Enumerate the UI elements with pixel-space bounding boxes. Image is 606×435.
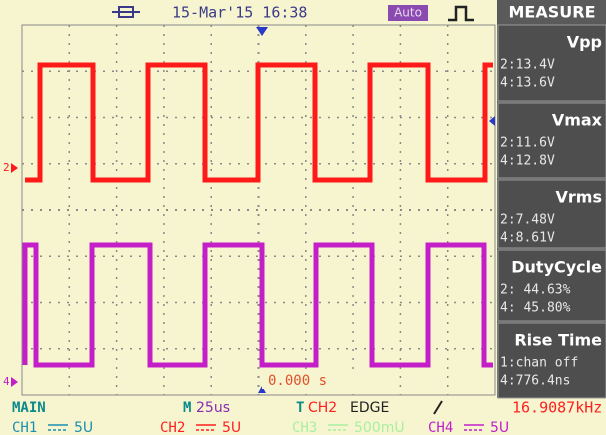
channel-name: CH1: [12, 420, 37, 435]
trigger-type: EDGE: [350, 400, 389, 416]
channel-name: CH3: [292, 420, 317, 435]
measure-name: Rise Time: [514, 331, 602, 350]
trigger-time: 0.000 s: [268, 373, 327, 389]
measure-value: 4:8.61V: [500, 231, 555, 246]
ch4-marker: 4: [3, 375, 10, 388]
ch2-marker: 2: [3, 161, 10, 174]
channel-scale: 5U: [490, 420, 509, 435]
trigger-prefix: T: [296, 400, 304, 416]
channel-scale: 500mU: [354, 420, 405, 435]
measure-value: 4: 45.80%: [500, 301, 571, 316]
measure-value: 2:13.4V: [500, 58, 555, 73]
frequency: 16.9087kHz: [512, 399, 602, 417]
measure-value: 2:11.6V: [500, 136, 555, 151]
channel-scale: 5U: [74, 420, 93, 435]
measure-value: 1:chan off: [500, 356, 578, 371]
panel-title: MEASURE: [509, 3, 596, 22]
timebase: 25us: [196, 400, 230, 416]
measure-value: 2: 44.63%: [500, 283, 571, 298]
measure-name: DutyCycle: [511, 258, 602, 277]
measure-name: Vrms: [556, 188, 602, 207]
trigger-source: CH2: [308, 400, 337, 416]
timebase-prefix: M: [183, 400, 191, 416]
measure-value: 4:776.4ns: [500, 374, 570, 389]
mode-label: MAIN: [12, 400, 46, 416]
mode: Auto: [394, 6, 422, 20]
measure-value: 2:7.48V: [500, 213, 555, 228]
measure-value: 4:13.6V: [500, 76, 555, 91]
measure-value: 4:12.8V: [500, 154, 555, 169]
oscilloscope-screen: 15-Mar'15 16:38 Auto 2 4 0.000 s MEASURE…: [0, 0, 606, 435]
date-time: 15-Mar'15 16:38: [172, 4, 307, 22]
channel-scale: 5U: [222, 420, 241, 435]
channel-name: CH4: [428, 420, 453, 435]
measure-name: Vmax: [552, 111, 603, 130]
measure-name: Vpp: [567, 33, 602, 52]
measure-sections: Vpp2:13.4V4:13.6VVmax2:11.6V4:12.8VVrms2…: [498, 25, 606, 398]
channel-name: CH2: [160, 420, 185, 435]
